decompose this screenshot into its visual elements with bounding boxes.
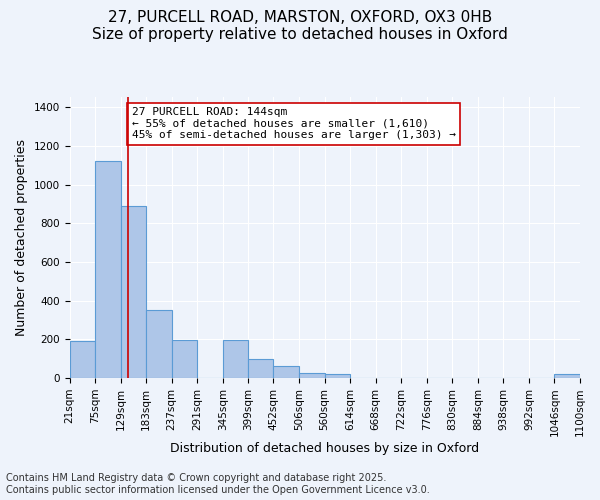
Bar xyxy=(172,340,197,378)
Bar xyxy=(248,358,274,378)
Bar xyxy=(146,310,172,378)
Text: 27 PURCELL ROAD: 144sqm
← 55% of detached houses are smaller (1,610)
45% of semi: 27 PURCELL ROAD: 144sqm ← 55% of detache… xyxy=(131,107,455,140)
Bar xyxy=(325,374,350,378)
Bar xyxy=(299,374,325,378)
Y-axis label: Number of detached properties: Number of detached properties xyxy=(15,139,28,336)
Bar xyxy=(95,162,121,378)
Bar xyxy=(274,366,299,378)
Bar xyxy=(70,342,95,378)
Text: 27, PURCELL ROAD, MARSTON, OXFORD, OX3 0HB
Size of property relative to detached: 27, PURCELL ROAD, MARSTON, OXFORD, OX3 0… xyxy=(92,10,508,42)
Bar xyxy=(554,374,580,378)
X-axis label: Distribution of detached houses by size in Oxford: Distribution of detached houses by size … xyxy=(170,442,479,455)
Bar xyxy=(121,206,146,378)
Bar xyxy=(223,340,248,378)
Text: Contains HM Land Registry data © Crown copyright and database right 2025.
Contai: Contains HM Land Registry data © Crown c… xyxy=(6,474,430,495)
